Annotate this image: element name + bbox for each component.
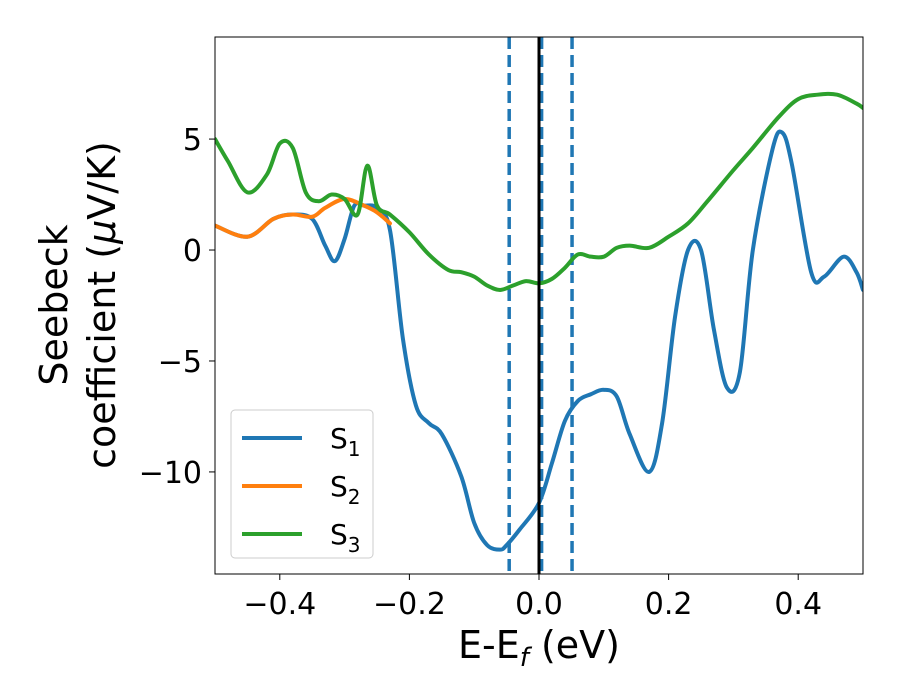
legend-label-main: S: [330, 422, 348, 455]
series-line-s3: [215, 91, 863, 292]
x-tick-label: −0.2: [373, 587, 446, 622]
legend-label-s2: S2: [330, 470, 361, 509]
legend-label-s1: S1: [330, 422, 361, 461]
y-tick-label: −5: [158, 345, 202, 380]
y-axis-label-line1: Seebeck: [32, 224, 76, 385]
y-axis-label-suffix: V/K): [80, 141, 124, 220]
x-axis-label-unit: (eV): [529, 623, 620, 667]
y-tick-label: 5: [183, 123, 202, 158]
legend-label-subscript: 2: [348, 485, 361, 509]
legend-label-main: S: [330, 470, 348, 503]
y-tick-label: 0: [183, 234, 202, 269]
y-axis-label-prefix: coefficient (: [80, 244, 124, 469]
x-axis-label: E-Ef (eV): [458, 623, 620, 673]
x-tick-label: 0.0: [515, 587, 563, 622]
y-axis-label: Seebeck coefficient (μV/K): [32, 141, 124, 469]
series-line-s1: [215, 129, 863, 552]
series-line-s2: [215, 196, 392, 239]
legend-label-main: S: [330, 518, 348, 551]
y-axis-label-line2: coefficient (μV/K): [80, 141, 124, 469]
series-lines: [215, 91, 863, 552]
x-tick-label: −0.4: [243, 587, 316, 622]
legend-label-s3: S3: [330, 518, 361, 557]
y-axis-label-mu: μ: [80, 220, 124, 245]
legend-label-subscript: 1: [348, 437, 361, 461]
x-axis-ticks: −0.4 −0.2 0.0 0.2 0.4: [243, 574, 822, 622]
y-axis-ticks: −10 −5 0 5: [139, 123, 215, 491]
y-tick-label: −10: [139, 456, 202, 491]
x-tick-label: 0.4: [774, 587, 822, 622]
x-axis-label-main: E-E: [458, 623, 520, 667]
x-tick-label: 0.2: [645, 587, 693, 622]
legend-label-subscript: 3: [348, 533, 361, 557]
